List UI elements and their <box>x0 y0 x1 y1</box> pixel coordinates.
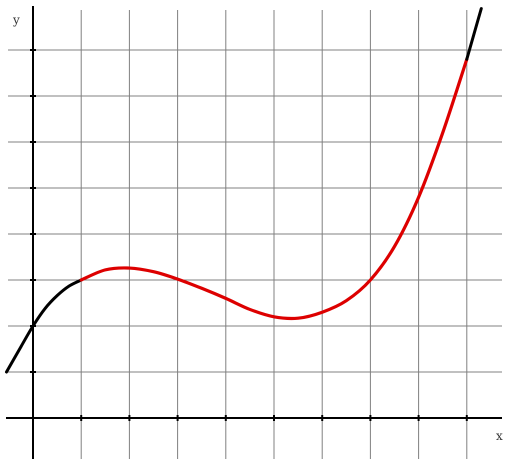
curve-highlighted-segment <box>79 57 469 321</box>
y-axis-label: y <box>12 13 20 27</box>
curve-segment <box>465 7 483 61</box>
curve-group <box>4 7 483 374</box>
axes <box>6 6 502 459</box>
curve-segment <box>4 278 83 374</box>
axis-labels: y x <box>12 13 503 443</box>
grid <box>8 10 502 459</box>
x-axis-label: x <box>496 429 503 443</box>
axis-ticks <box>30 49 468 421</box>
